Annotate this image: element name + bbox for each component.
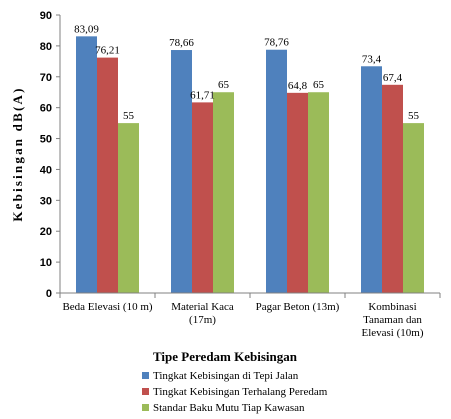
- y-axis-ticks: 0 10 20 30 40 50 60 70 80 90: [40, 10, 60, 300]
- data-label: 64,8: [288, 80, 308, 92]
- data-labels: 83,09 78,66 78,76 73,4 76,21 61,71 64,8 67,4 55 6…: [74, 23, 419, 122]
- bar-1-1: [76, 36, 97, 293]
- data-label: 76,21: [95, 45, 120, 57]
- bar-3-2: [213, 92, 234, 293]
- category-label: Tanaman dan: [363, 314, 422, 326]
- data-label: 78,76: [264, 37, 289, 49]
- bar-1-3: [266, 49, 287, 293]
- category-labels: Beda Elevasi (10 m) Material Kaca(17m) Pag…: [62, 301, 423, 339]
- bars: [76, 36, 424, 293]
- y-axis-title: Kebisingan dB(A): [10, 86, 25, 221]
- category-label: Elevasi (10m): [361, 327, 423, 339]
- axes: [59, 15, 441, 298]
- data-label: 67,4: [383, 72, 403, 84]
- bar-1-2: [171, 50, 192, 293]
- data-label: 65: [313, 79, 325, 91]
- y-tick-label: 30: [40, 195, 52, 207]
- data-label: 55: [408, 110, 420, 122]
- y-tick-label: 0: [46, 288, 52, 300]
- legend-label: Tingkat Kebisingan Terhalang Peredam: [153, 386, 328, 398]
- y-tick-label: 90: [40, 10, 52, 22]
- y-tick-label: 60: [40, 103, 52, 115]
- bar-3-3: [308, 92, 329, 293]
- data-label: 61,71: [190, 89, 215, 101]
- category-label: (17m): [189, 314, 216, 326]
- category-label: Kombinasi: [368, 301, 416, 313]
- bar-1-4: [361, 66, 382, 293]
- legend-swatch: [142, 372, 149, 379]
- legend-label: Standar Baku Mutu Tiap Kawasan: [153, 402, 305, 414]
- bar-3-4: [403, 123, 424, 293]
- data-label: 83,09: [74, 23, 99, 35]
- x-axis-title: Tipe Peredam Kebisingan: [153, 349, 298, 364]
- bar-2-1: [97, 57, 118, 293]
- category-label: Pagar Beton (13m): [256, 301, 340, 313]
- legend: Tingkat Kebisingan di Tepi Jalan Tingkat …: [142, 370, 328, 414]
- category-label: Beda Elevasi (10 m): [62, 301, 152, 313]
- data-label: 78,66: [169, 37, 194, 49]
- y-tick-label: 50: [40, 134, 52, 146]
- data-label: 65: [218, 79, 230, 91]
- y-tick-label: 80: [40, 41, 52, 53]
- legend-label: Tingkat Kebisingan di Tepi Jalan: [153, 370, 299, 382]
- y-axis-label: Kebisingan dB(A): [10, 86, 25, 221]
- data-label: 55: [123, 110, 135, 122]
- y-tick-label: 20: [40, 226, 52, 238]
- bar-3-1: [118, 123, 139, 293]
- category-label: Material Kaca: [171, 301, 234, 313]
- bar-2-3: [287, 92, 308, 293]
- y-tick-label: 70: [40, 72, 52, 84]
- bar-2-4: [382, 84, 403, 293]
- y-tick-label: 40: [40, 164, 52, 176]
- y-tick-label: 10: [40, 257, 52, 269]
- data-label: 73,4: [362, 53, 382, 65]
- legend-swatch: [142, 404, 149, 411]
- legend-swatch: [142, 388, 149, 395]
- bar-2-2: [192, 102, 213, 293]
